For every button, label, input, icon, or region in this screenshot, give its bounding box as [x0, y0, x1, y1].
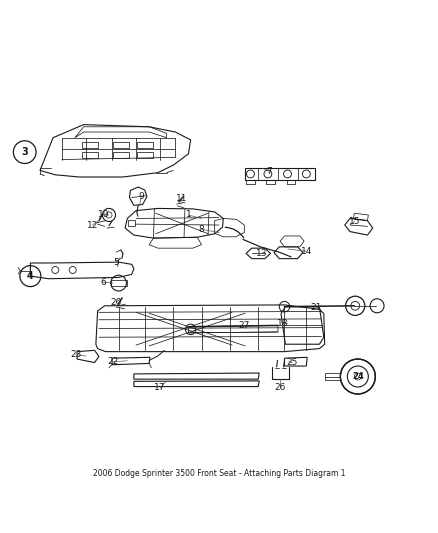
Text: 9: 9 [138, 192, 144, 201]
Text: 8: 8 [199, 225, 205, 234]
Text: 14: 14 [300, 247, 312, 256]
Text: 1: 1 [186, 211, 191, 220]
Text: 11: 11 [176, 195, 187, 203]
Text: 22: 22 [108, 357, 119, 366]
Text: 23: 23 [70, 350, 81, 359]
Text: 17: 17 [154, 383, 166, 392]
Text: 7: 7 [266, 167, 272, 176]
Text: 2006 Dodge Sprinter 3500 Front Seat - Attaching Parts Diagram 1: 2006 Dodge Sprinter 3500 Front Seat - At… [93, 470, 345, 479]
Text: 10: 10 [98, 210, 109, 219]
Text: 18: 18 [276, 319, 288, 328]
Text: 24: 24 [352, 372, 364, 381]
Text: 26: 26 [275, 383, 286, 392]
Text: 6: 6 [100, 278, 106, 287]
Text: 27: 27 [239, 321, 250, 330]
Text: 25: 25 [286, 358, 298, 367]
Text: 5: 5 [113, 258, 119, 267]
Text: 4: 4 [27, 271, 34, 281]
Text: 12: 12 [87, 221, 98, 230]
Text: 21: 21 [310, 303, 321, 312]
Text: 3: 3 [21, 147, 28, 157]
Text: 15: 15 [349, 217, 360, 226]
Text: 20: 20 [111, 298, 122, 307]
Text: 13: 13 [256, 249, 268, 258]
